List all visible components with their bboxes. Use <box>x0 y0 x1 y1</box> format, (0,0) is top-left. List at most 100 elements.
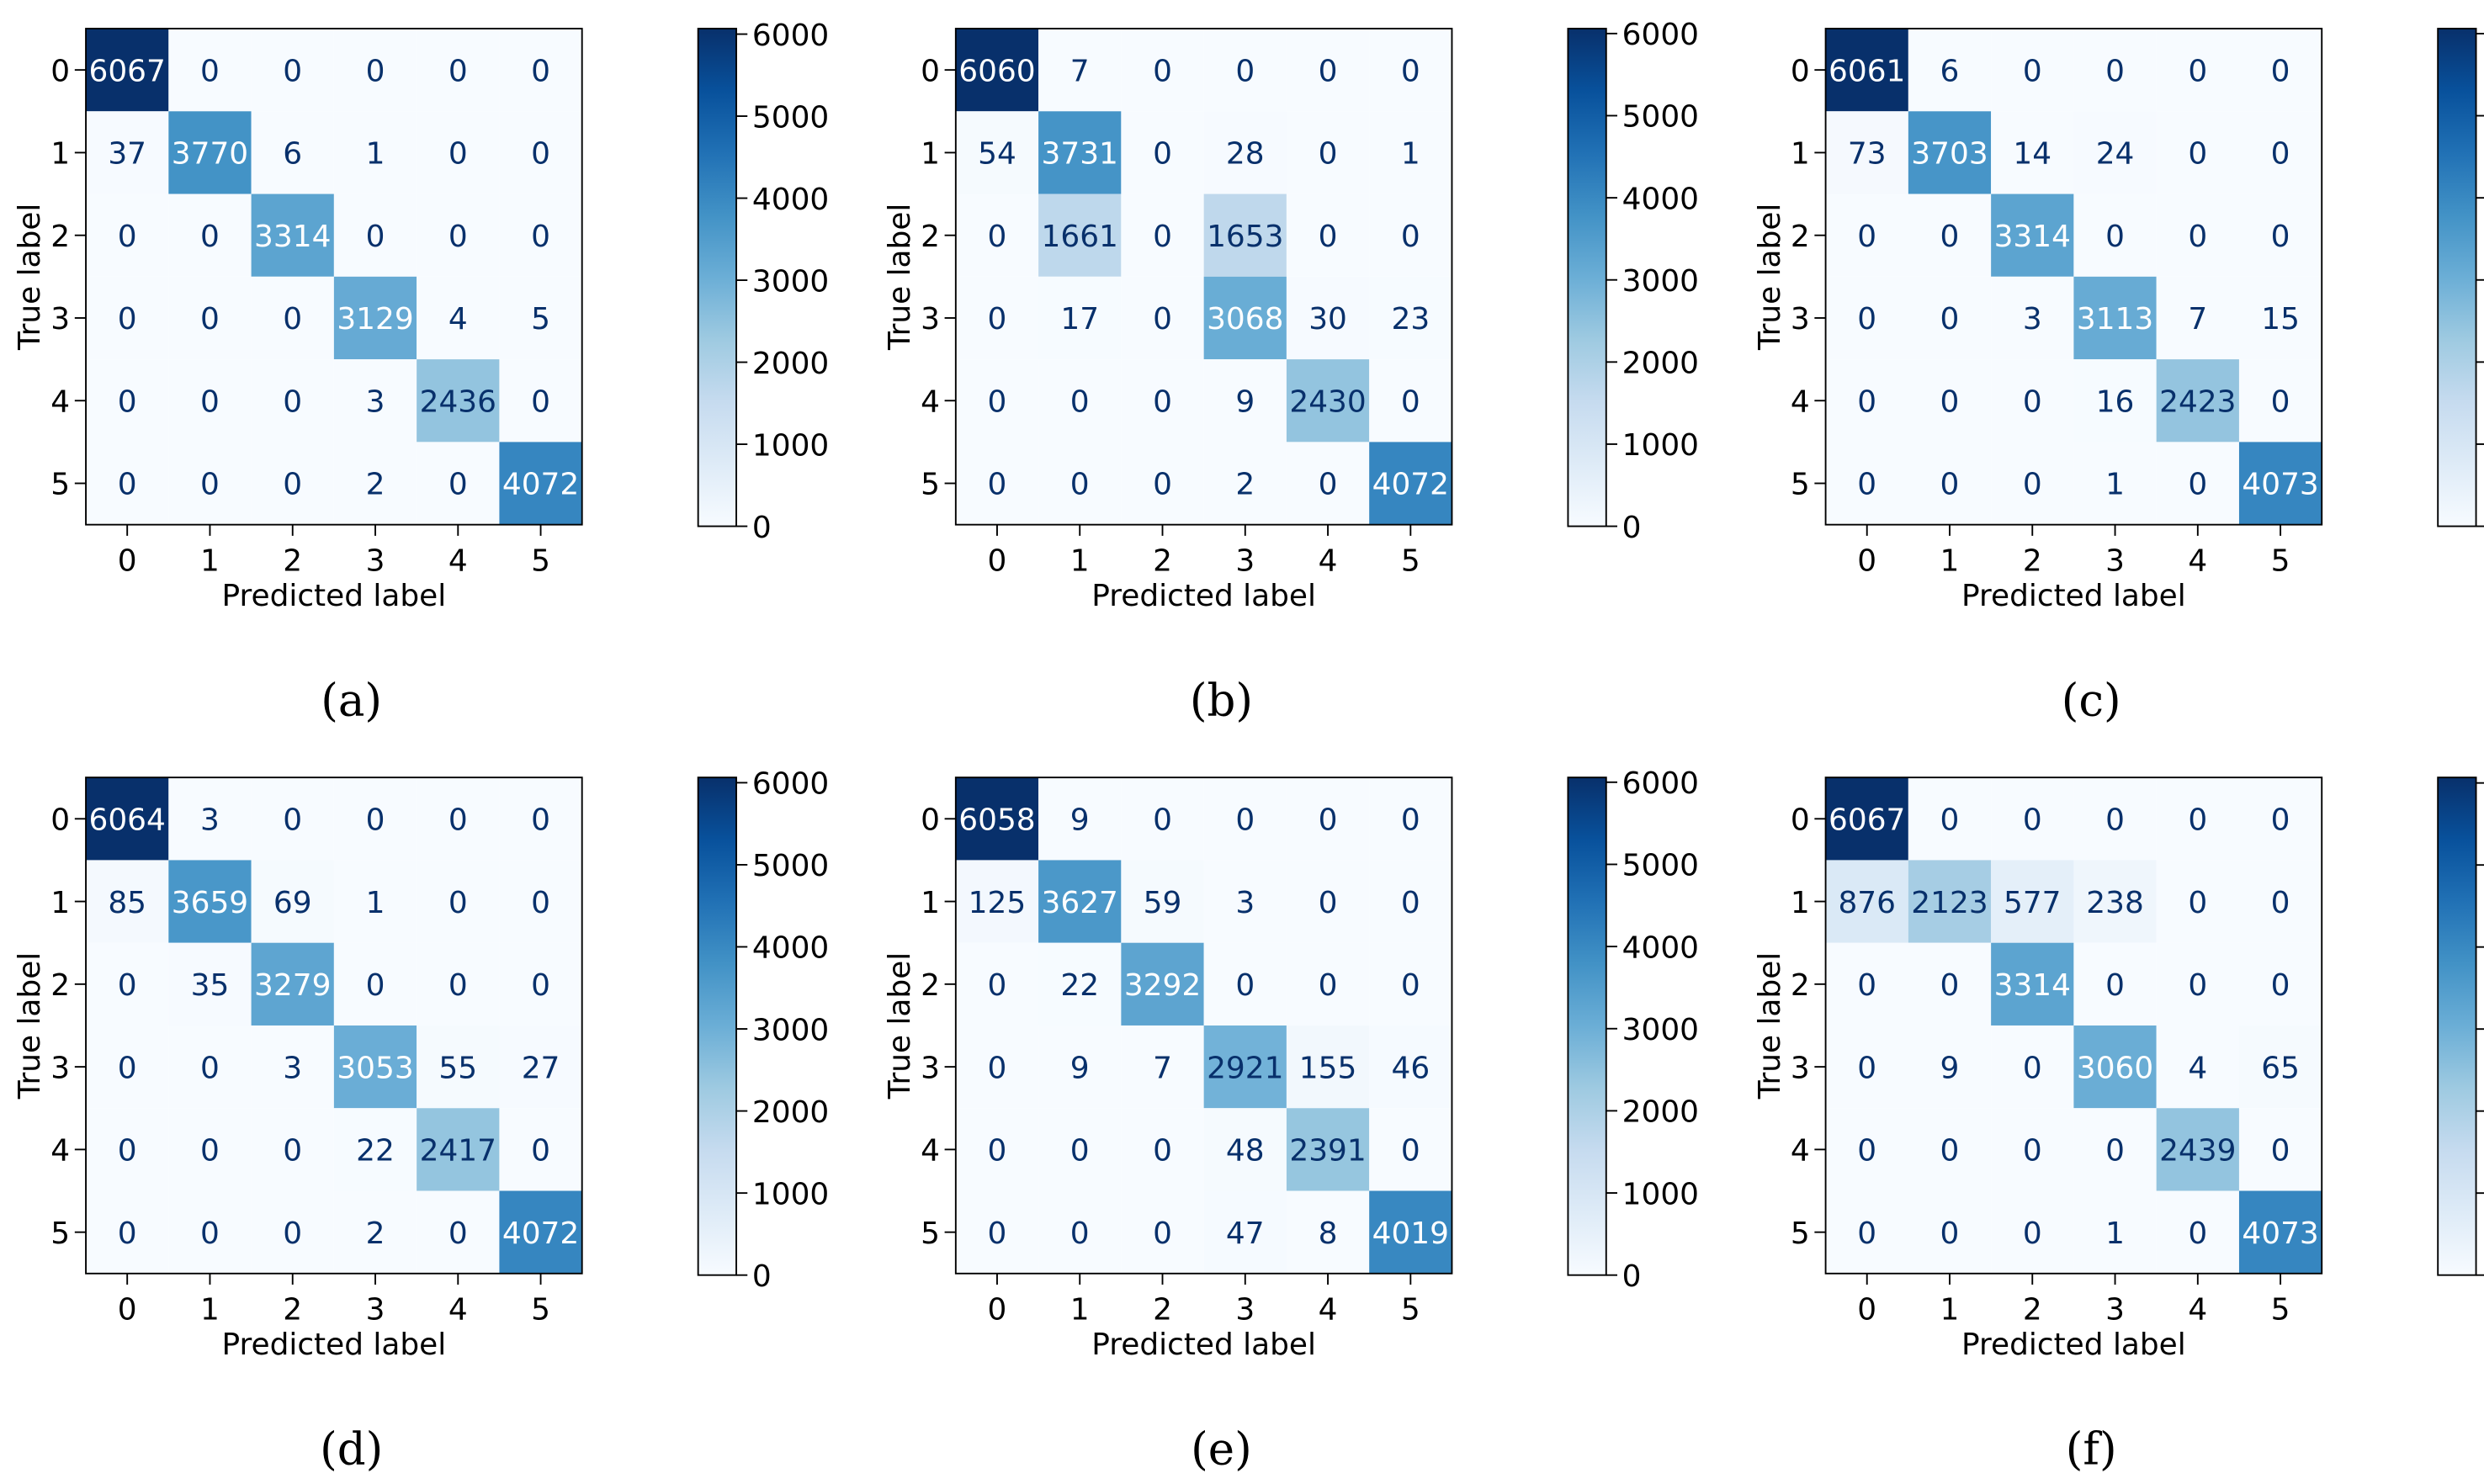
matrix-cell <box>417 193 500 277</box>
cell-value-label: 0 <box>1153 468 1172 502</box>
matrix-cell <box>1286 276 1370 360</box>
matrix-cell <box>1121 193 1204 277</box>
matrix-cell <box>1286 111 1370 194</box>
cell-value-label: 0 <box>200 468 220 502</box>
cell-value-label: 0 <box>283 384 302 419</box>
y-tick-label: 3 <box>1791 1051 1810 1085</box>
y-tick-label: 4 <box>50 384 70 419</box>
x-axis-label: Predicted label <box>1961 579 2186 613</box>
cell-value-label: 0 <box>2023 1216 2042 1251</box>
cell-value-label: 0 <box>1857 302 1876 337</box>
matrix-cell <box>333 193 417 277</box>
colorbar-tick-label: 1000 <box>752 1177 829 1211</box>
matrix-cell <box>1121 1108 1204 1191</box>
cell-value-label: 3 <box>366 384 385 419</box>
y-tick-label: 2 <box>921 968 940 1003</box>
x-axis-label: Predicted label <box>1091 579 1316 613</box>
matrix-cell <box>1203 276 1287 360</box>
matrix-cell <box>2073 29 2157 112</box>
cell-value-label: 0 <box>2023 803 2042 838</box>
cell-value-label: 0 <box>1235 968 1255 1003</box>
cell-value-label: 3314 <box>254 220 331 254</box>
cell-value-label: 3068 <box>1207 302 1283 337</box>
y-tick-label: 0 <box>50 803 70 838</box>
x-tick-label: 4 <box>2188 543 2207 578</box>
cell-value-label: 35 <box>191 968 230 1003</box>
cell-value-label: 0 <box>200 302 220 337</box>
y-tick-label: 0 <box>921 54 940 88</box>
cell-value-label: 0 <box>448 220 468 254</box>
matrix-cell <box>333 359 417 443</box>
cell-value-label: 3314 <box>1994 968 2071 1003</box>
x-axis-label: Predicted label <box>1091 1328 1316 1362</box>
cell-value-label: 0 <box>1401 1134 1420 1169</box>
cell-value-label: 0 <box>448 803 468 838</box>
cell-value-label: 24 <box>2096 137 2135 172</box>
cell-value-label: 0 <box>1401 220 1420 254</box>
matrix-cell <box>333 1190 417 1274</box>
matrix-cell <box>417 359 500 443</box>
matrix-cell <box>1286 1190 1370 1274</box>
cell-value-label: 0 <box>2271 54 2290 88</box>
cell-value-label: 9 <box>1235 384 1255 419</box>
matrix-cell <box>168 276 252 360</box>
matrix-cell <box>1825 29 1908 112</box>
cell-value-label: 0 <box>448 54 468 88</box>
matrix-cell <box>955 193 1039 277</box>
cell-value-label: 0 <box>118 968 137 1003</box>
matrix-cell <box>86 1190 169 1274</box>
cell-value-label: 1 <box>2105 1216 2125 1251</box>
matrix-cell <box>1286 942 1370 1026</box>
matrix-cell <box>1908 442 1992 525</box>
matrix-cell <box>2073 777 2157 861</box>
cell-value-label: 48 <box>1226 1134 1265 1169</box>
matrix-cell <box>1908 942 1992 1026</box>
x-tick-label: 4 <box>2188 1293 2207 1328</box>
cell-value-label: 22 <box>1060 968 1099 1003</box>
y-tick-label: 1 <box>50 886 70 920</box>
subfigure-caption: (f) <box>2066 1424 2117 1476</box>
cell-value-label: 0 <box>283 1216 302 1251</box>
matrix-cell <box>1038 359 1122 443</box>
cell-value-label: 0 <box>2023 384 2042 419</box>
cell-value-label: 0 <box>1857 1134 1876 1169</box>
colorbar <box>697 776 737 1276</box>
x-tick-label: 2 <box>283 1293 302 1328</box>
colorbar-tick-label: 0 <box>1622 511 1642 545</box>
cell-value-label: 8 <box>1319 1216 1338 1251</box>
cell-value-label: 6061 <box>1828 54 1905 88</box>
y-tick-label: 4 <box>1791 1134 1810 1169</box>
x-tick-label: 4 <box>448 543 468 578</box>
matrix-cell <box>1038 193 1122 277</box>
matrix-cell <box>1825 442 1908 525</box>
matrix-cell <box>2156 1108 2239 1191</box>
matrix-cell <box>1038 111 1122 194</box>
matrix-cell <box>2073 1190 2157 1274</box>
matrix-cell <box>1991 777 2074 861</box>
cell-value-label: 3 <box>1235 886 1255 920</box>
matrix-cell <box>168 29 252 112</box>
matrix-cell <box>1825 111 1908 194</box>
cell-value-label: 0 <box>2023 1051 2042 1085</box>
colorbar-tick-label: 3000 <box>752 264 829 299</box>
cell-value-label: 0 <box>1070 1216 1090 1251</box>
cell-value-label: 3 <box>2023 302 2042 337</box>
colorbar-tick-label: 4000 <box>752 931 829 966</box>
cell-value-label: 30 <box>1308 302 1347 337</box>
cell-value-label: 0 <box>118 1051 137 1085</box>
matrix-cell <box>417 860 500 943</box>
cell-value-label: 2417 <box>420 1134 496 1169</box>
y-tick-label: 2 <box>50 220 70 254</box>
y-tick-label: 1 <box>1791 137 1810 172</box>
cell-value-label: 7 <box>1070 54 1090 88</box>
cell-value-label: 0 <box>1153 1216 1172 1251</box>
cell-value-label: 125 <box>969 886 1027 920</box>
matrix-cell <box>251 442 334 525</box>
cell-value-label: 4072 <box>502 468 579 502</box>
matrix-cell <box>1286 29 1370 112</box>
matrix-cell <box>1369 1025 1452 1109</box>
matrix-cell <box>1038 1190 1122 1274</box>
cell-value-label: 0 <box>2271 886 2290 920</box>
matrix-cell <box>333 860 417 943</box>
matrix-cell <box>1908 860 1992 943</box>
